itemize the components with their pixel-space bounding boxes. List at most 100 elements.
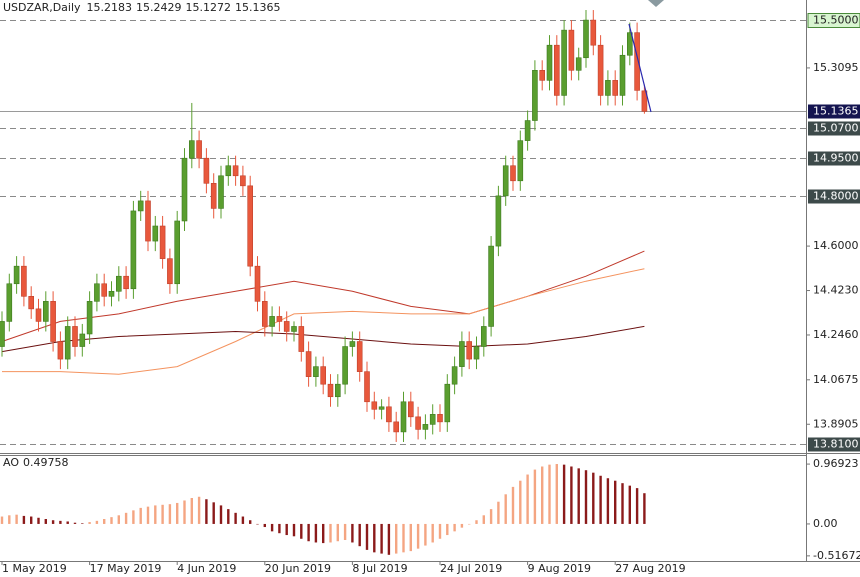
ao-bar (635, 488, 639, 524)
ao-bar (329, 523, 332, 543)
ao-bar (482, 515, 485, 524)
ao-bar (234, 512, 237, 524)
current-price-label: 15.1365 (813, 105, 859, 118)
x-tick-label: 20 Jun 2019 (265, 562, 331, 575)
ao-bar (30, 516, 33, 524)
candle-body (123, 275, 129, 290)
ohlc-close: 15.1365 (235, 1, 281, 14)
level-label: 13.8100 (813, 438, 859, 451)
ao-bar (606, 478, 610, 524)
y-tick-label: 14.4230 (813, 284, 859, 297)
ao-bar (358, 523, 361, 547)
candle-body (473, 346, 480, 360)
ao-bar (533, 469, 537, 524)
candle-body (21, 265, 27, 297)
moving-average (2, 268, 645, 375)
level-label-box (807, 13, 860, 28)
level-label-box (808, 437, 860, 452)
candle-body (597, 44, 604, 96)
ao-bar (227, 509, 230, 524)
ao-bar (387, 523, 391, 555)
ao-bar (241, 516, 245, 524)
ao-bar (497, 501, 500, 524)
ao-bar (59, 520, 62, 524)
ao-bar (15, 514, 18, 524)
level-label: 14.8000 (813, 190, 859, 203)
level-label: 14.9500 (813, 152, 859, 165)
ao-bar (168, 504, 172, 524)
ao-bar (44, 519, 47, 524)
candle-body (510, 165, 516, 182)
trend-line (628, 23, 652, 113)
ao-bar (190, 498, 193, 524)
ao-bar (336, 523, 339, 542)
y-tick-label: 14.0675 (813, 373, 859, 386)
level-label: 15.5000 (813, 14, 859, 27)
candle-body (437, 414, 443, 423)
ao-bar (424, 523, 427, 546)
ao-bar (526, 474, 529, 524)
ohlc-high: 15.2429 (136, 1, 182, 14)
candle-body (247, 185, 253, 267)
x-tick-label: 4 Jun 2019 (177, 562, 236, 575)
candle-body (137, 200, 144, 212)
candle-body (6, 283, 13, 322)
candle-body (159, 225, 166, 259)
shift-marker (648, 0, 664, 7)
candle-body (72, 326, 78, 347)
candle-body (283, 321, 290, 332)
ao-bar (431, 523, 434, 543)
candle-body (225, 165, 232, 177)
moving-average (1, 325, 645, 353)
candle-body (553, 44, 560, 96)
ao-bar (22, 515, 26, 524)
candle-body (429, 414, 436, 425)
candle-body (276, 316, 283, 322)
ao-bar (263, 523, 266, 528)
ao-bar (81, 523, 84, 524)
candle-body (189, 140, 195, 159)
candle-body (459, 341, 465, 367)
ao-bar (73, 522, 77, 524)
candle-body (86, 301, 93, 335)
candle-body (634, 32, 640, 91)
chart-header: USDZAR,Daily 15.2183 15.2429 15.1272 15.1365 (3, 1, 281, 14)
candle-body (356, 341, 363, 372)
candle-body (386, 406, 392, 423)
ao-bar (270, 523, 274, 532)
ao-bar (519, 480, 522, 524)
indicator-tick-label: 0.00 (813, 517, 838, 530)
ao-bar (219, 505, 223, 524)
ao-bar (117, 515, 120, 524)
ao-bar (365, 523, 369, 550)
ao-bar (132, 510, 135, 524)
candle-body (575, 57, 582, 71)
x-tick-label: 24 Jul 2019 (440, 562, 502, 575)
ao-bar (322, 523, 325, 544)
candle-body (488, 245, 494, 327)
ao-bar (256, 523, 259, 525)
candle-body (407, 401, 414, 418)
ao-bar (0, 516, 4, 524)
x-tick-label: 8 Jul 2019 (352, 562, 407, 575)
candle-body (101, 283, 107, 297)
ao-bar (643, 493, 646, 524)
candle-body (349, 341, 356, 347)
ao-bar (562, 464, 566, 524)
x-tick-label: 17 May 2019 (90, 562, 162, 575)
ao-bar (446, 523, 449, 536)
ao-bar (541, 466, 544, 524)
candle-body (568, 29, 575, 71)
ao-bar (285, 523, 288, 536)
ao-bar (468, 523, 471, 525)
ao-bar (460, 523, 464, 528)
ao-bar (278, 523, 281, 534)
candle-body (181, 157, 188, 222)
x-tick-label: 27 Aug 2019 (615, 562, 685, 575)
ao-bar (614, 480, 617, 524)
candle-body (641, 90, 648, 112)
ao-bar (161, 504, 164, 524)
candle-body (254, 265, 261, 302)
ao-bar (212, 502, 215, 524)
